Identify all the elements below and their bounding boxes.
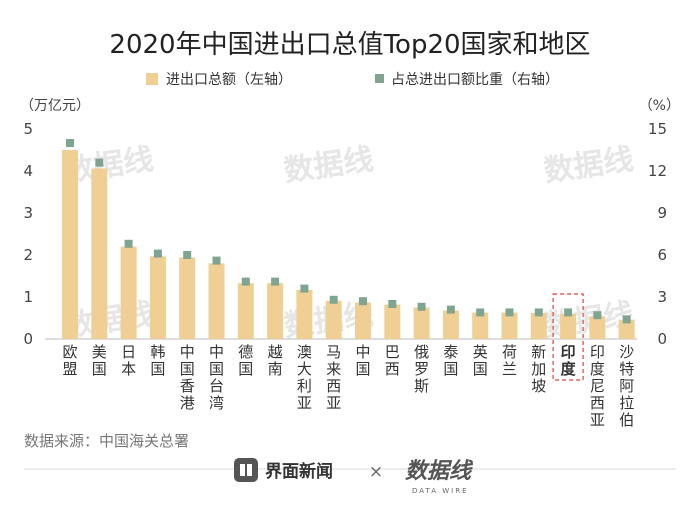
legend-bar-label: 进出口总额（左轴） bbox=[166, 72, 292, 88]
marker-point bbox=[300, 284, 309, 293]
left-axis-unit: （万亿元） bbox=[20, 98, 90, 114]
chart-title: 2020年中国进出口总值Top20国家和地区 bbox=[109, 30, 590, 60]
left-tick-label: 0 bbox=[23, 330, 33, 348]
bar bbox=[208, 263, 225, 339]
category-label: 美国 bbox=[92, 343, 107, 378]
marker-point bbox=[476, 308, 485, 317]
bar bbox=[413, 307, 430, 339]
marker-point bbox=[534, 308, 543, 317]
marker-point bbox=[564, 308, 573, 317]
category-label: 印度尼西亚 bbox=[590, 343, 605, 429]
marker-point bbox=[593, 311, 602, 320]
right-tick-label: 0 bbox=[657, 330, 667, 348]
left-tick-label: 3 bbox=[23, 204, 33, 222]
legend-marker-swatch bbox=[375, 74, 384, 83]
category-label: 新加坡 bbox=[531, 343, 546, 395]
left-tick-label: 5 bbox=[23, 120, 33, 138]
right-tick-label: 12 bbox=[648, 162, 667, 180]
bar bbox=[62, 150, 78, 339]
category-label: 荷兰 bbox=[502, 343, 517, 378]
brand-datawire: 数据线 DATA WIRE bbox=[405, 459, 474, 495]
category-label: 巴西 bbox=[385, 343, 400, 378]
marker-point bbox=[505, 308, 514, 317]
marker-point bbox=[66, 139, 74, 147]
bar bbox=[149, 256, 166, 339]
legend: 进出口总额（左轴） 占总进出口额比重（右轴） bbox=[146, 72, 559, 88]
bar bbox=[589, 316, 606, 339]
category-label: 泰国 bbox=[443, 343, 458, 378]
brand-name: 界面新闻 bbox=[265, 461, 333, 482]
datawire-sub: DATA WIRE bbox=[412, 487, 469, 495]
category-label: 日本 bbox=[121, 343, 136, 378]
marker-point bbox=[153, 249, 162, 258]
right-axis-unit: （%） bbox=[639, 98, 680, 114]
category-labels: 欧盟美国日本韩国中国香港中国台湾德国越南澳大利亚马来西亚中国巴西俄罗斯泰国英国荷… bbox=[62, 343, 634, 429]
bar bbox=[384, 304, 401, 339]
right-tick-label: 6 bbox=[657, 246, 667, 264]
bar bbox=[618, 319, 635, 339]
category-label: 欧盟 bbox=[62, 343, 77, 378]
legend-marker-label: 占总进出口额比重（右轴） bbox=[391, 72, 559, 88]
category-label: 马来西亚 bbox=[326, 343, 341, 412]
watermark-text: 数据线 bbox=[542, 142, 636, 189]
bar bbox=[325, 300, 342, 339]
marker-point bbox=[241, 277, 250, 286]
marker-point bbox=[622, 315, 631, 324]
marker-point bbox=[183, 251, 192, 259]
legend-bar-swatch bbox=[146, 73, 158, 85]
datawire-logo: 数据线 bbox=[405, 459, 474, 484]
marker-point bbox=[417, 302, 426, 311]
marker-point bbox=[95, 158, 104, 167]
marker-point bbox=[212, 256, 221, 265]
marker-series bbox=[66, 139, 631, 324]
bar bbox=[442, 310, 459, 339]
bar bbox=[501, 312, 518, 339]
category-label: 中国 bbox=[355, 343, 370, 378]
watermark-layer: 数据线数据线数据线数据线数据线数据线 bbox=[62, 142, 636, 344]
bar bbox=[560, 313, 577, 339]
marker-point bbox=[388, 300, 397, 308]
category-label: 俄罗斯 bbox=[414, 343, 429, 395]
left-tick-label: 2 bbox=[23, 246, 33, 264]
marker-point bbox=[329, 295, 338, 304]
highlight-dashed-box bbox=[552, 293, 584, 381]
bar bbox=[355, 302, 371, 339]
category-label: 印度 bbox=[561, 343, 577, 378]
category-label: 英国 bbox=[473, 343, 488, 378]
bar bbox=[267, 283, 284, 339]
marker-point bbox=[359, 297, 367, 306]
bar bbox=[179, 257, 196, 339]
times-sign: × bbox=[369, 462, 383, 482]
right-tick-label: 15 bbox=[648, 120, 667, 138]
source-note: 数据来源：中国海关总署 bbox=[24, 432, 189, 450]
category-label: 沙特阿拉伯 bbox=[619, 343, 634, 429]
watermark-text: 数据线 bbox=[282, 142, 376, 189]
bar bbox=[296, 289, 313, 339]
category-label: 中国台湾 bbox=[209, 343, 224, 412]
category-label: 越南 bbox=[268, 343, 283, 378]
marker-point bbox=[124, 239, 133, 248]
right-axis-ticks: 0 3 6 9 12 15 bbox=[648, 120, 667, 348]
bar bbox=[530, 312, 547, 339]
marker-point bbox=[446, 305, 455, 314]
right-tick-label: 3 bbox=[657, 288, 667, 306]
left-tick-label: 1 bbox=[23, 288, 33, 306]
left-tick-label: 4 bbox=[23, 162, 33, 180]
category-label: 中国香港 bbox=[180, 343, 195, 412]
bar bbox=[120, 246, 137, 339]
highlight-box bbox=[552, 293, 584, 381]
bar bbox=[472, 312, 489, 339]
category-label: 韩国 bbox=[150, 343, 165, 378]
marker-point bbox=[271, 277, 280, 286]
brand-jiemian: 界面新闻 bbox=[234, 458, 333, 482]
bar-series bbox=[62, 150, 635, 339]
bar bbox=[237, 283, 254, 339]
category-label: 德国 bbox=[238, 343, 253, 378]
category-label: 澳大利亚 bbox=[297, 343, 312, 412]
left-axis-ticks: 0 1 2 3 4 5 bbox=[23, 120, 33, 348]
bar bbox=[91, 168, 108, 339]
right-tick-label: 9 bbox=[657, 204, 667, 222]
